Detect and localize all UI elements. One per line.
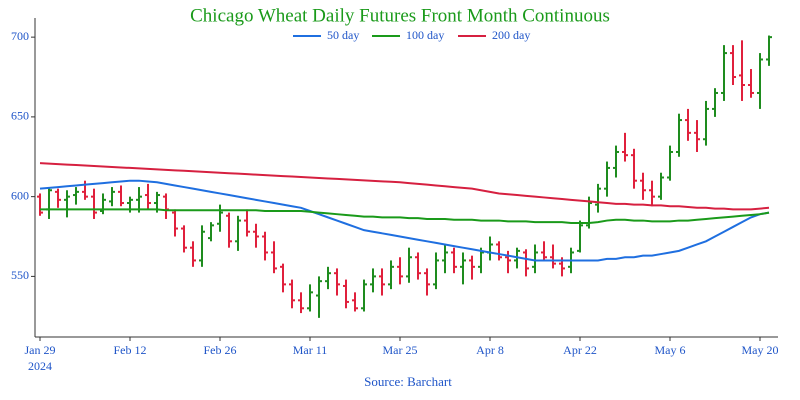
- x-year-label: 2024: [28, 359, 52, 373]
- y-tick-label: 650: [11, 109, 29, 123]
- x-tick-label: May 20: [742, 343, 779, 357]
- y-tick-label: 700: [11, 29, 29, 43]
- legend-label: 200 day: [492, 28, 530, 42]
- x-tick-label: Apr 8: [476, 343, 504, 357]
- moving-average-line: [39, 162, 770, 211]
- x-tick-label: Feb 12: [114, 343, 147, 357]
- y-tick-label: 600: [11, 188, 29, 202]
- x-tick-label: May 6: [655, 343, 686, 357]
- x-tick-label: Feb 26: [204, 343, 237, 357]
- chart-title: Chicago Wheat Daily Futures Front Month …: [190, 5, 610, 26]
- legend-label: 100 day: [406, 28, 444, 42]
- moving-average-line: [39, 179, 770, 262]
- y-tick-label: 550: [11, 268, 29, 282]
- x-tick-label: Mar 11: [293, 343, 328, 357]
- moving-average-line: [40, 208, 770, 224]
- source-note: Source: Barchart: [364, 374, 452, 389]
- x-tick-label: Apr 22: [563, 343, 597, 357]
- x-tick-label: Mar 25: [383, 343, 418, 357]
- x-tick-label: Jan 29: [25, 343, 56, 357]
- legend-label: 50 day: [327, 28, 359, 42]
